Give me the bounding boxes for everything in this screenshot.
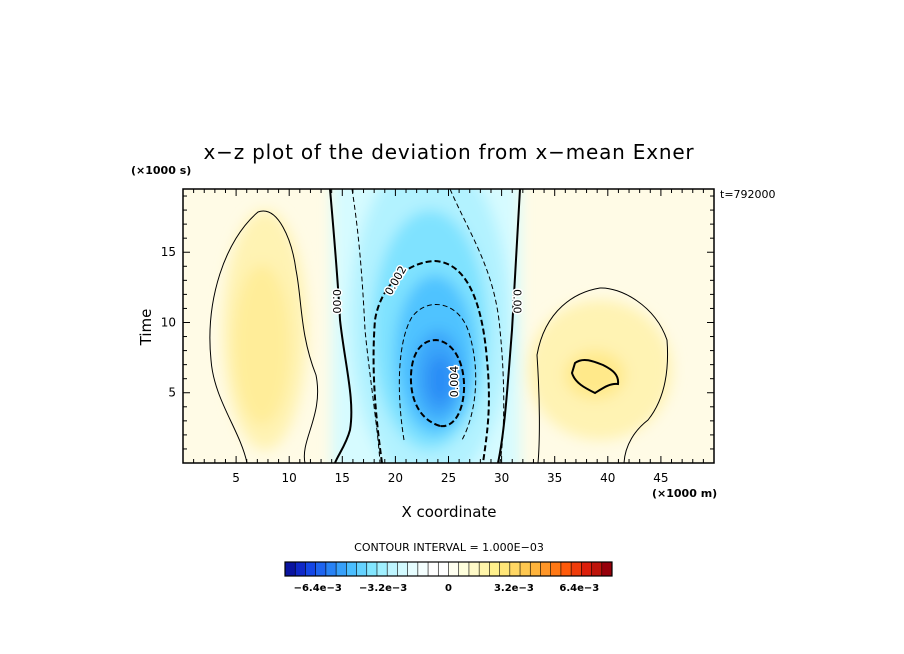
x-tick-label: 25	[441, 471, 456, 485]
colorbar-tick-label: −6.4e−3	[294, 583, 342, 594]
colorbar-swatch	[438, 562, 449, 576]
contour-neg4	[409, 338, 466, 428]
colorbar-swatch	[305, 562, 316, 576]
contour-label-text: 0.004	[448, 366, 461, 398]
x-axis-label: X coordinate	[401, 503, 496, 521]
colorbar-swatch	[540, 562, 551, 576]
contour-neg1-right	[449, 189, 505, 463]
colorbar-swatch	[581, 562, 592, 576]
colorbar-swatch	[448, 562, 460, 576]
colorbar-swatch	[407, 562, 419, 576]
colorbar-frame	[284, 561, 613, 577]
contour-left-pos	[209, 210, 319, 463]
colorbar-swatch	[468, 562, 480, 576]
colorbar-swatch	[499, 562, 511, 576]
colorbar-tick-labels: −6.4e−3 −3.2e−3 0 3.2e−3 6.4e−3	[294, 583, 600, 594]
colorbar-swatch	[417, 562, 429, 576]
contour-right-blob	[570, 358, 620, 395]
colorbar-swatch	[325, 562, 337, 576]
y-tick-label: 15	[161, 245, 176, 259]
colorbar-swatch	[509, 562, 521, 576]
colorbar-swatch	[366, 562, 378, 576]
colorbar-tick-label: −3.2e−3	[359, 583, 407, 594]
colorbar-swatch	[489, 562, 500, 576]
x-tick-labels: 5 10 15 20 25 30 35 40 45	[232, 471, 668, 485]
colorbar-swatch	[560, 562, 572, 576]
axis-ticks	[183, 189, 714, 463]
colorbar-swatch	[601, 562, 613, 576]
contour-neg3	[398, 303, 477, 441]
colorbar-swatch	[550, 562, 562, 576]
contour-interval: CONTOUR INTERVAL = 1.000E−03	[354, 541, 544, 554]
colorbar-swatch	[428, 562, 439, 576]
contour-zero-right	[497, 189, 521, 463]
colorbar-swatch	[387, 562, 398, 576]
time-stamp: t=792000	[720, 188, 776, 201]
x-tick-label: 35	[547, 471, 562, 485]
contour-label-text: 0.00	[511, 289, 524, 314]
x-tick-label: 20	[388, 471, 403, 485]
colorbar-swatch	[458, 562, 470, 576]
colorbar	[284, 561, 613, 577]
colorbar-swatch	[336, 562, 347, 576]
colorbar-swatch	[356, 562, 368, 576]
contour-zero-left	[329, 189, 353, 463]
contour-label: 0.004	[446, 364, 462, 399]
x-tick-label: 5	[232, 471, 240, 485]
colorbar-tick-label: 0	[445, 583, 452, 594]
y-tick-label: 10	[161, 315, 176, 329]
x-tick-label: 45	[653, 471, 668, 485]
contour-label-text: 0.00	[330, 289, 343, 314]
colorbar-swatch	[376, 562, 388, 576]
x-tick-label: 40	[600, 471, 615, 485]
y-unit-label: (×1000 s)	[131, 164, 191, 177]
colorbar-swatch	[591, 562, 603, 576]
x-tick-label: 10	[282, 471, 297, 485]
colorbar-swatch	[315, 562, 327, 576]
contour-right-pos	[536, 287, 669, 463]
chart-title: x−z plot of the deviation from x−mean Ex…	[204, 140, 695, 164]
colorbar-swatch	[479, 562, 490, 576]
x-unit-label: (×1000 m)	[652, 487, 717, 500]
y-axis-label: Time	[137, 309, 155, 347]
colorbar-swatch	[571, 562, 582, 576]
x-tick-label: 30	[494, 471, 509, 485]
colorbar-swatch	[295, 562, 306, 576]
contour-label: 0.00	[509, 288, 525, 316]
contour-neg2	[372, 259, 490, 463]
contour-neg1-left	[351, 189, 381, 463]
colorbar-swatch	[285, 562, 296, 576]
colorbar-tick-label: 6.4e−3	[559, 583, 599, 594]
contour-label: 0.00	[328, 288, 344, 316]
y-tick-label: 5	[168, 386, 176, 400]
colorbar-swatch	[397, 562, 408, 576]
x-tick-label: 15	[335, 471, 350, 485]
colorbar-tick-label: 3.2e−3	[494, 583, 534, 594]
colorbar-swatch	[346, 562, 357, 576]
colorbar-swatch	[520, 562, 531, 576]
y-tick-labels: 5 10 15	[161, 245, 176, 400]
colorbar-swatch	[530, 562, 541, 576]
